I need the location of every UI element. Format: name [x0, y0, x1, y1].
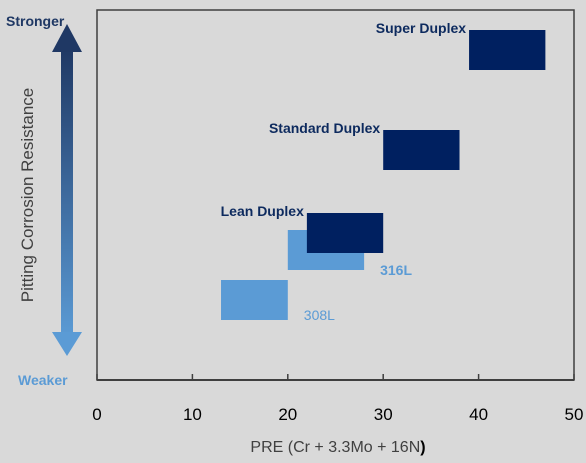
bar-labels: 308L 316L Lean Duplex Standard Duplex Super … — [221, 20, 467, 323]
y-axis-label: Pitting Corrosion Resistance — [18, 88, 37, 302]
x-tick-label-0: 0 — [92, 405, 101, 424]
arrow-shaft — [61, 48, 73, 338]
bar-308l — [221, 280, 288, 320]
x-axis-label: PRE (Cr + 3.3Mo + 16N) — [250, 439, 425, 456]
x-tick-label-30: 30 — [374, 405, 393, 424]
bar-standard-duplex — [383, 130, 460, 170]
bar-lean-duplex — [306, 213, 384, 253]
range-bars — [221, 30, 546, 320]
plot-area — [96, 9, 575, 381]
x-tick-label-20: 20 — [278, 405, 297, 424]
x-tick-label-10: 10 — [183, 405, 202, 424]
bar-label-lean-duplex: Lean Duplex — [221, 203, 304, 219]
y-bottom-label: Weaker — [18, 372, 68, 388]
arrow-head-up — [52, 24, 82, 52]
x-axis-label-main: PRE (Cr + 3.3Mo + 16N — [250, 439, 420, 456]
x-tick-labels: 0 10 20 30 40 50 — [92, 405, 583, 424]
bar-label-standard-duplex: Standard Duplex — [269, 120, 380, 136]
x-tick-label-50: 50 — [565, 405, 584, 424]
bar-label-308l: 308L — [304, 307, 335, 323]
resistance-arrow — [52, 24, 82, 356]
x-tick-marks — [96, 374, 575, 380]
y-top-label: Stronger — [6, 13, 65, 29]
bar-super-duplex — [469, 30, 546, 70]
bar-label-super-duplex: Super Duplex — [376, 20, 466, 36]
bar-label-316l: 316L — [380, 262, 412, 278]
x-tick-label-40: 40 — [469, 405, 488, 424]
arrow-head-down — [52, 332, 82, 356]
x-axis-label-paren: ) — [420, 439, 425, 456]
